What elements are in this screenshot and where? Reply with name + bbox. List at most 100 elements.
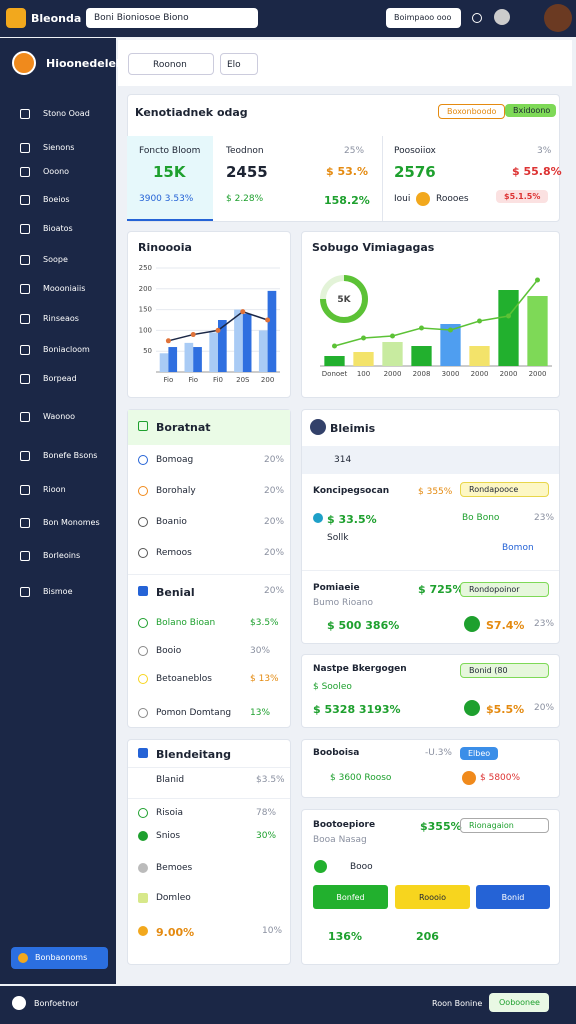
label: Nastpe Bkergogen: [313, 664, 407, 674]
sidebar-item[interactable]: Bioatos: [43, 224, 73, 233]
filter[interactable]: Elo: [220, 53, 258, 75]
point: [265, 317, 271, 323]
sidebar-item[interactable]: Sienons: [43, 143, 75, 152]
label: $ 53.%: [326, 165, 368, 178]
sidebar-icon: [20, 255, 30, 265]
sidebar-button[interactable]: Bonbaonoms: [11, 947, 108, 969]
shape: [462, 771, 476, 785]
point: [165, 338, 171, 344]
label: Boimpaoo ooo: [394, 13, 452, 22]
search[interactable]: Boni Bioniosoe Biono: [86, 8, 258, 28]
sidebar-icon: [20, 374, 30, 384]
sidebar: [0, 38, 116, 984]
sidebar-item[interactable]: Bon Monomes: [43, 518, 100, 527]
label[interactable]: Bonid (80: [460, 663, 549, 678]
shape: [416, 192, 430, 206]
shape: [313, 513, 323, 523]
row-label: Bolano Bioan: [156, 618, 216, 628]
label: Domleo: [156, 893, 191, 903]
bar: [411, 346, 432, 366]
bar: [498, 290, 519, 366]
label: 23%: [534, 513, 555, 523]
point: [240, 309, 246, 315]
sidebar-item[interactable]: Moooniaiis: [43, 284, 86, 293]
label: 136%: [328, 930, 362, 943]
label: Sobugo Vimiagagas: [312, 241, 435, 254]
label[interactable]: Boxonboodo: [438, 104, 506, 119]
label: Booo: [350, 862, 373, 872]
x-tick-label: Fi0: [213, 376, 223, 384]
bar: [469, 346, 490, 366]
label[interactable]: Roooio: [395, 885, 470, 909]
label: $3.5%: [256, 775, 285, 785]
donut-segment: [320, 275, 368, 323]
label: Foncto Bloom: [139, 146, 201, 156]
shape: [128, 410, 290, 445]
select[interactable]: Roonon: [128, 53, 214, 75]
sidebar-item[interactable]: Rioon: [43, 485, 66, 494]
point: [215, 327, 221, 333]
sidebar-item[interactable]: Bismoe: [43, 587, 73, 596]
label: $ 5800%: [480, 773, 521, 783]
label: Koncipegsocan: [313, 486, 390, 496]
label[interactable]: Bonid: [476, 885, 550, 909]
sidebar-item[interactable]: Boniacloom: [43, 345, 90, 354]
row-label: Betoaneblos: [156, 674, 212, 684]
sidebar-item[interactable]: Rinseaos: [43, 314, 79, 323]
label: $ 2.28%: [226, 194, 264, 204]
y-tick-label: 100: [139, 326, 152, 334]
sidebar-item[interactable]: Soope: [43, 255, 68, 264]
sidebar-item[interactable]: Boeios: [43, 195, 70, 204]
point: [535, 277, 540, 283]
sidebar-item[interactable]: Borpead: [43, 374, 77, 383]
label[interactable]: Rondopoinor: [460, 582, 549, 597]
row-icon: [138, 548, 148, 558]
row-icon: [138, 646, 148, 656]
sidebar-icon: [20, 143, 30, 153]
row-label: Pomon Domtang: [156, 708, 232, 718]
label: Bemoes: [156, 863, 193, 873]
label: Hioonedelel: [46, 57, 120, 70]
sidebar-item[interactable]: Borleoins: [43, 551, 81, 560]
row-label: Borohaly: [156, 486, 196, 496]
shape: [138, 421, 148, 431]
bar: [242, 313, 252, 372]
label[interactable]: Rionagaion: [460, 818, 549, 833]
sidebar-icon: [20, 345, 30, 355]
top-button[interactable]: Boimpaoo ooo: [386, 8, 461, 28]
chart: 50 100 150 200 250 Fio Fio Fi0 20S 200: [139, 264, 280, 384]
label[interactable]: Ooboonee: [489, 993, 549, 1012]
point: [506, 313, 511, 319]
sidebar-item[interactable]: Bonefe Bsons: [43, 451, 98, 460]
label: Bomon: [502, 543, 534, 553]
label: Booa Nasag: [313, 835, 367, 845]
label: 314: [334, 455, 352, 465]
label[interactable]: Bxidoono: [505, 104, 556, 117]
sidebar-icon: [20, 195, 30, 205]
row-value: 13%: [250, 708, 271, 718]
label: 10%: [262, 926, 283, 936]
label: 15K: [153, 163, 186, 181]
label: Benial: [156, 586, 195, 599]
label[interactable]: Rondapooce: [460, 482, 549, 497]
sidebar-icon: [20, 518, 30, 528]
bar: [159, 353, 169, 372]
x-tick-label: 2000: [529, 370, 547, 378]
bar: [209, 332, 218, 372]
y-tick-label: 50: [143, 347, 152, 355]
shape: [138, 748, 148, 758]
label: Bleimis: [330, 422, 376, 435]
label: 3900 3.53%: [139, 194, 194, 204]
sidebar-icon: [20, 551, 30, 561]
shape: [128, 798, 290, 799]
sidebar-icon: [20, 167, 30, 177]
sidebar-item[interactable]: Waonoo: [43, 412, 76, 421]
row-label: Remoos: [156, 548, 192, 558]
label[interactable]: Bonfed: [313, 885, 388, 909]
label: Bootoepiore: [313, 820, 376, 830]
label: 20%: [534, 703, 555, 713]
sidebar-item[interactable]: Stono Ooad: [43, 109, 90, 118]
sidebar-item[interactable]: Ooono: [43, 167, 70, 176]
label: $ 355%: [418, 487, 453, 497]
label: Pomiaeie: [313, 583, 360, 593]
